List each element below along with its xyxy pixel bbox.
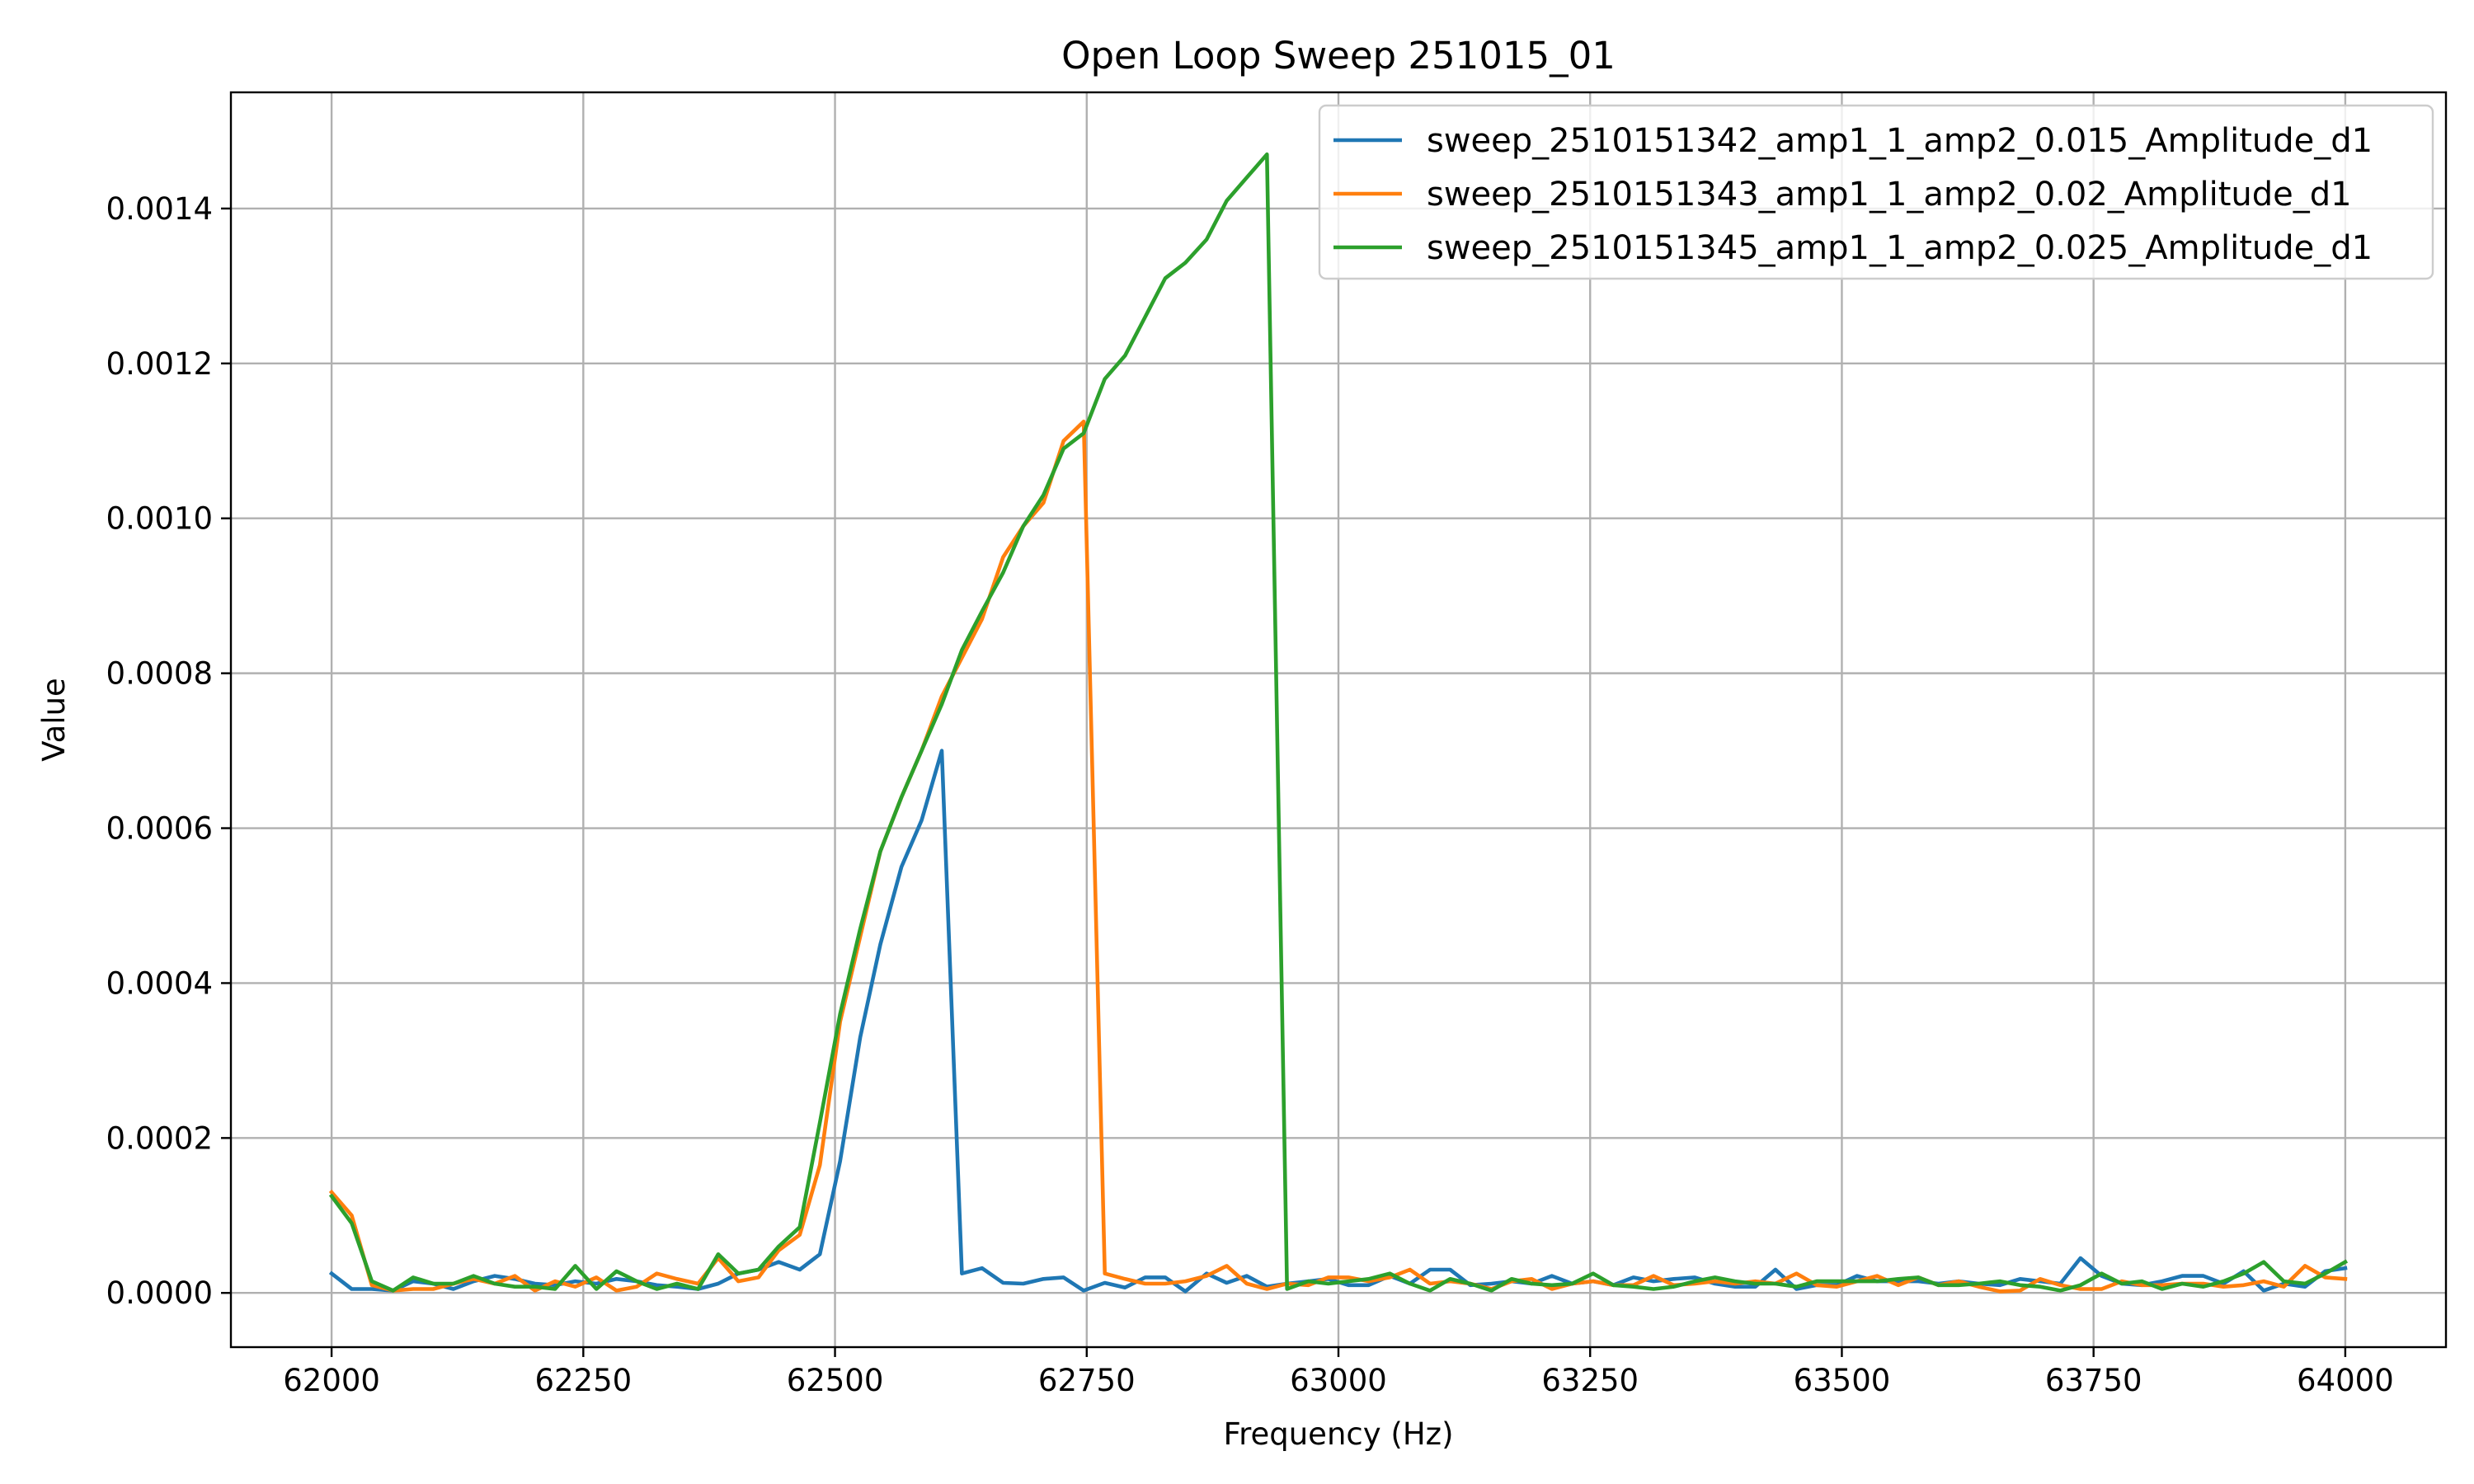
legend: sweep_2510151342_amp1_1_amp2_0.015_Ampli… (1318, 104, 2434, 280)
x-tick-label: 64000 (2297, 1363, 2394, 1398)
series-layer (328, 152, 2349, 1294)
y-axis-label: Value (36, 678, 72, 762)
series-line-2 (328, 419, 2348, 1294)
x-tick-label: 62500 (787, 1363, 884, 1398)
y-tick-label: 0.0004 (106, 965, 213, 1001)
x-tick-label: 63750 (2045, 1363, 2142, 1398)
legend-label-2: sweep_2510151343_amp1_1_amp2_0.02_Amplit… (1427, 176, 2352, 214)
grid (231, 92, 2446, 1347)
x-tick-label: 63000 (1290, 1363, 1387, 1398)
x-tick-label: 62000 (283, 1363, 380, 1398)
legend-label-3: sweep_2510151345_amp1_1_amp2_0.025_Ampli… (1427, 229, 2373, 267)
x-axis-label: Frequency (Hz) (1223, 1416, 1453, 1452)
y-tick-label: 0.0014 (106, 191, 213, 227)
legend-label-1: sweep_2510151342_amp1_1_amp2_0.015_Ampli… (1427, 122, 2373, 160)
y-tick-label: 0.0010 (106, 501, 213, 537)
x-tick-label: 62250 (534, 1363, 632, 1398)
y-tick-label: 0.0006 (106, 811, 213, 847)
chart-title: Open Loop Sweep 251015_01 (1061, 34, 1616, 77)
y-tick-label: 0.0008 (106, 656, 213, 692)
y-axis-ticks: 0.0000 0.0002 0.0004 0.0006 0.0008 0.0010 0.00… (106, 191, 231, 1311)
legend-box (1318, 104, 2434, 280)
legend-items: sweep_2510151342_amp1_1_amp2_0.015_Ampli… (1333, 122, 2373, 267)
x-tick-label: 63500 (1794, 1363, 1891, 1398)
x-axis-ticks: 62000 62250 62500 62750 63000 63250 63500 63750… (283, 1347, 2394, 1398)
y-tick-label: 0.0002 (106, 1120, 213, 1156)
series-line-3 (328, 152, 2349, 1293)
y-tick-label: 0.0012 (106, 346, 213, 382)
y-tick-label: 0.0000 (106, 1275, 213, 1311)
x-tick-label: 62750 (1038, 1363, 1136, 1398)
x-tick-label: 63250 (1541, 1363, 1639, 1398)
